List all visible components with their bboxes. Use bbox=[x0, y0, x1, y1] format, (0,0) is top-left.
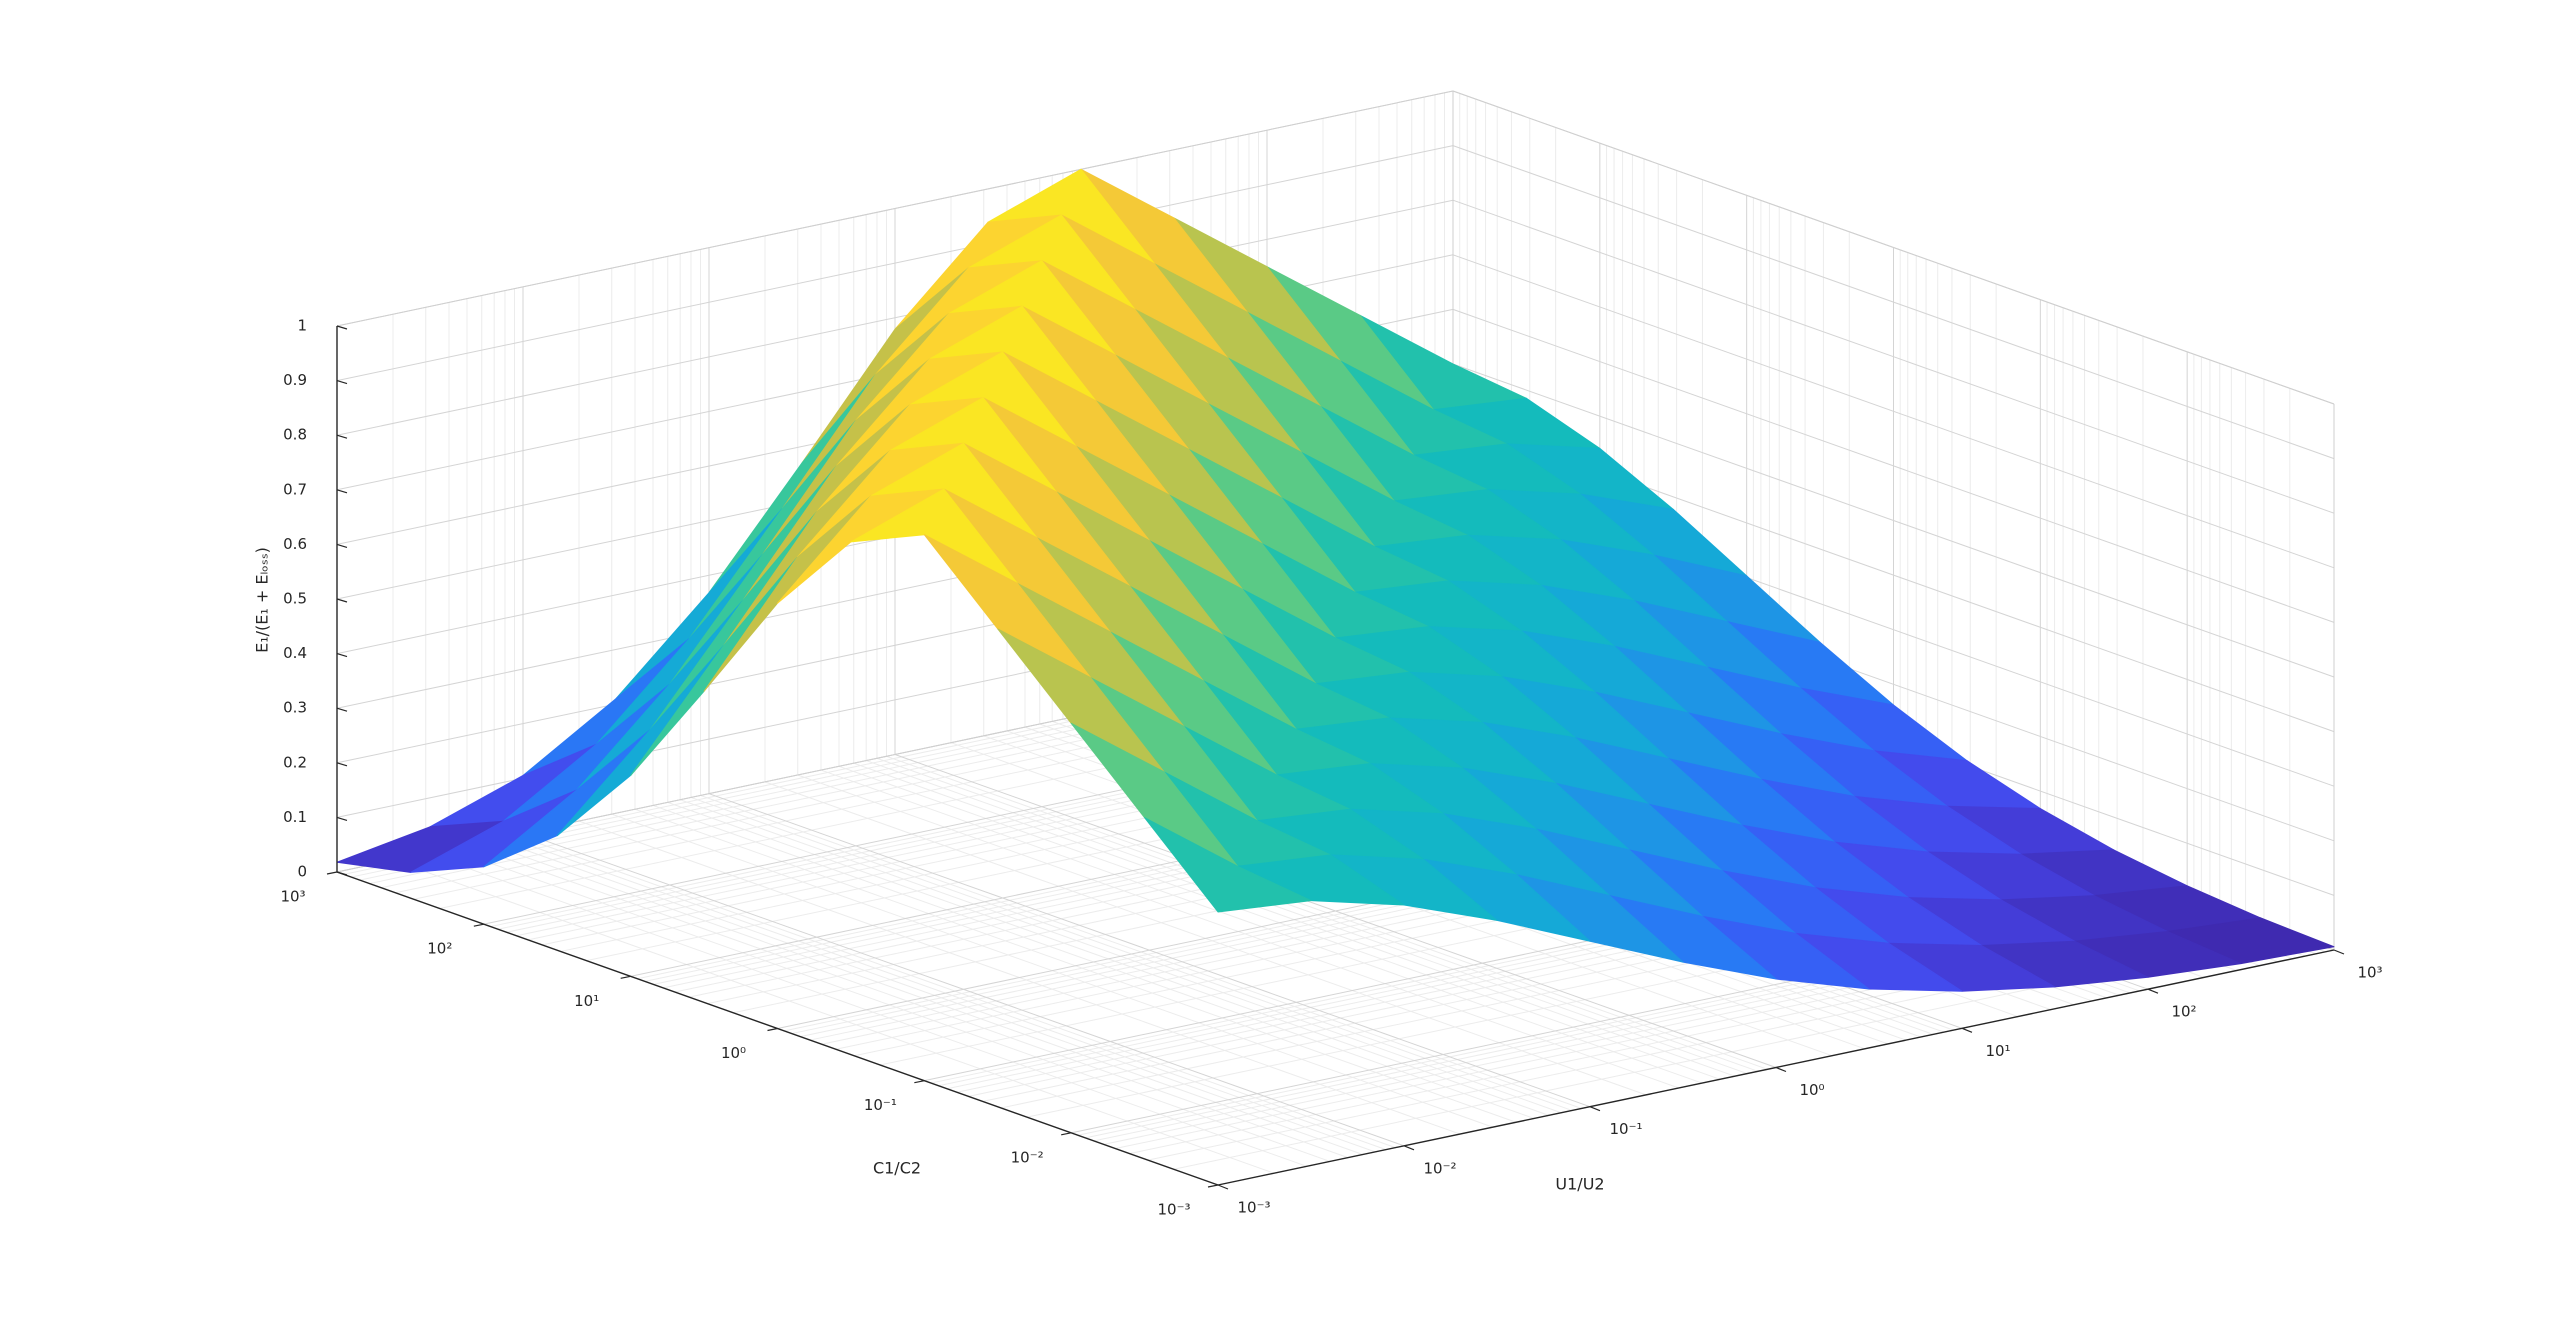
y-tick-label: 10⁰ bbox=[721, 1044, 746, 1062]
z-tick-label: 0.8 bbox=[283, 426, 307, 444]
grid-line bbox=[336, 145, 1454, 382]
z-tick bbox=[336, 598, 348, 603]
z-tick bbox=[336, 434, 348, 439]
y-tick-label: 10¹ bbox=[574, 992, 599, 1010]
y-tick bbox=[914, 1080, 925, 1084]
z-tick-label: 0.5 bbox=[283, 590, 307, 608]
z-tick-label: 0.6 bbox=[283, 535, 307, 553]
z-axis-label: E₁/(E₁ + Eₗₒₛₛ) bbox=[253, 547, 272, 653]
z-tick bbox=[336, 380, 348, 385]
x-tick bbox=[2333, 949, 2345, 955]
axes-layer: 10⁻³ 10⁻² 10⁻¹ 10⁰ 10¹ 10² 10³ 10⁻³ 10⁻² 10⁻¹ 10⁰ 1… bbox=[280, 317, 2382, 1219]
grid-line bbox=[1452, 363, 2335, 678]
y-tick bbox=[1061, 1132, 1072, 1136]
z-tick-label: 0.1 bbox=[283, 808, 307, 826]
grid-line bbox=[336, 199, 1454, 436]
grid-line bbox=[1452, 308, 2335, 623]
surface-patch bbox=[649, 511, 818, 731]
grid-line bbox=[1452, 254, 2335, 569]
y-tick bbox=[473, 923, 484, 927]
y-tick-label: 10² bbox=[427, 940, 452, 958]
x-tick bbox=[1775, 1066, 1787, 1073]
z-tick bbox=[336, 653, 348, 658]
surface-patch bbox=[576, 599, 744, 791]
z-tick-label: 0.7 bbox=[283, 480, 307, 498]
x-tick bbox=[1403, 1145, 1415, 1151]
z-tick-label: 0.9 bbox=[283, 371, 307, 389]
x-tick-label: 10⁻² bbox=[1423, 1159, 1456, 1177]
z-tick-label: 0.2 bbox=[283, 753, 307, 771]
y-tick bbox=[326, 871, 338, 875]
z-tick bbox=[336, 707, 348, 712]
x-axis-label: U1/U2 bbox=[1555, 1175, 1604, 1194]
x-tick bbox=[2147, 988, 2159, 994]
z-tick bbox=[336, 489, 348, 494]
y-tick-label: 10⁻³ bbox=[1157, 1201, 1190, 1219]
z-tick bbox=[336, 325, 348, 330]
y-tick-label: 10⁻² bbox=[1011, 1148, 1044, 1166]
surface-patch bbox=[1144, 817, 1312, 913]
box-edge bbox=[1452, 90, 2335, 405]
axis-line bbox=[1217, 949, 2335, 1186]
axis-line bbox=[336, 871, 1219, 1186]
y-tick bbox=[620, 975, 631, 979]
x-tick bbox=[1217, 1184, 1229, 1190]
y-tick-label: 10³ bbox=[280, 888, 305, 906]
box-edge bbox=[336, 90, 1454, 327]
x-tick-label: 10² bbox=[2171, 1003, 2196, 1021]
z-tick-label: 0 bbox=[297, 863, 307, 881]
z-tick-label: 0.4 bbox=[283, 644, 307, 662]
z-tick bbox=[336, 816, 348, 821]
z-tick-label: 1 bbox=[297, 317, 307, 335]
x-tick-label: 10³ bbox=[2357, 964, 2382, 982]
x-tick-label: 10⁻¹ bbox=[1609, 1120, 1642, 1138]
z-tick-label: 0.3 bbox=[283, 699, 307, 717]
y-axis-label: C1/C2 bbox=[873, 1159, 921, 1178]
y-tick bbox=[767, 1027, 778, 1032]
z-tick bbox=[336, 762, 348, 767]
surface-layer bbox=[336, 168, 2335, 992]
y-tick-label: 10⁻¹ bbox=[864, 1096, 897, 1114]
x-tick-label: 10⁻³ bbox=[1237, 1199, 1270, 1217]
x-tick bbox=[1589, 1106, 1601, 1112]
grid-line bbox=[1452, 145, 2335, 460]
x-tick bbox=[1961, 1027, 1973, 1033]
x-tick-label: 10⁰ bbox=[1799, 1081, 1824, 1099]
z-tick bbox=[336, 543, 348, 548]
x-tick-label: 10¹ bbox=[1985, 1042, 2010, 1060]
y-tick bbox=[1207, 1184, 1219, 1188]
grid-line bbox=[1452, 199, 2335, 514]
